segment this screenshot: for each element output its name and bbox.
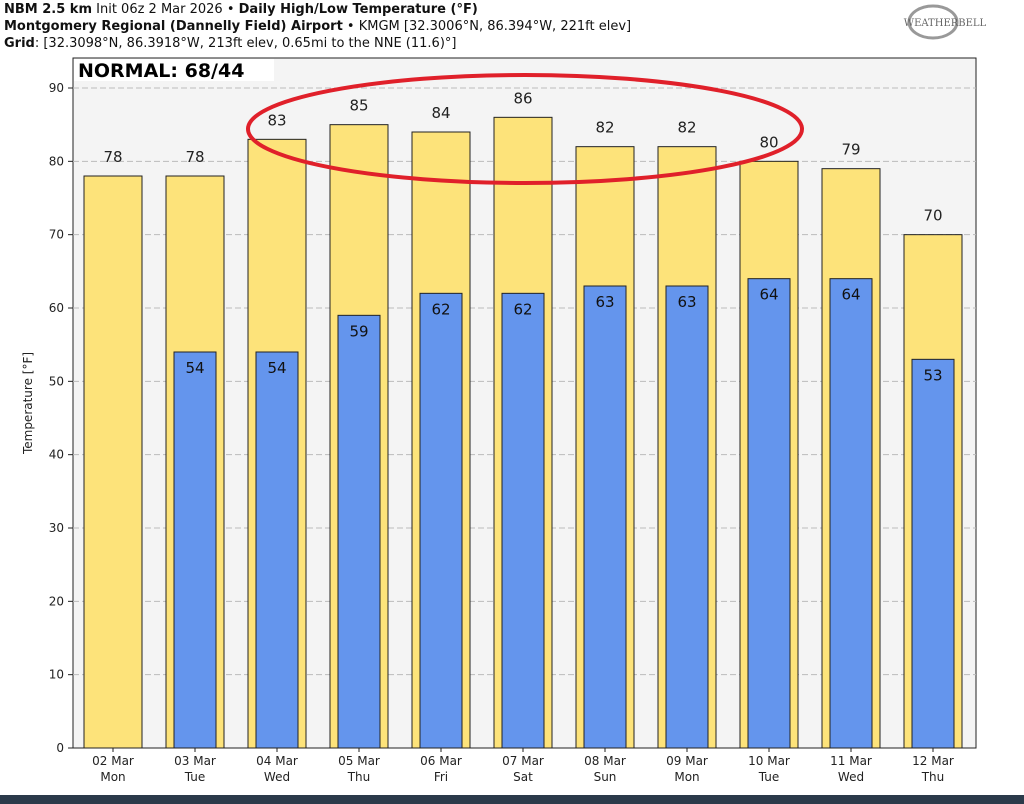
y-tick-label: 40 <box>49 448 64 462</box>
x-tick-label-date: 04 Mar <box>256 754 298 768</box>
x-tick-label-date: 07 Mar <box>502 754 544 768</box>
x-tick-label-date: 10 Mar <box>748 754 790 768</box>
high-label: 80 <box>759 133 778 151</box>
x-tick-label-day: Sun <box>594 770 617 784</box>
low-label: 63 <box>595 293 614 311</box>
x-tick-label-date: 09 Mar <box>666 754 708 768</box>
x-tick-label-day: Wed <box>838 770 864 784</box>
high-bar <box>83 175 143 749</box>
y-tick-label: 90 <box>49 81 64 95</box>
x-tick-label-date: 06 Mar <box>420 754 462 768</box>
y-tick-label: 20 <box>49 594 64 608</box>
y-tick-label: 60 <box>49 301 64 315</box>
low-bar <box>419 292 463 749</box>
low-bar <box>665 285 709 749</box>
high-label: 82 <box>677 119 696 137</box>
x-tick-label-day: Wed <box>264 770 290 784</box>
x-tick-label-day: Fri <box>434 770 448 784</box>
high-label: 70 <box>923 207 942 225</box>
low-bar <box>173 351 217 749</box>
low-label: 53 <box>923 366 942 384</box>
low-bar <box>583 285 627 749</box>
y-tick-label: 70 <box>49 228 64 242</box>
x-tick-label-date: 11 Mar <box>830 754 872 768</box>
low-label: 54 <box>185 359 204 377</box>
low-label: 64 <box>841 286 860 304</box>
high-label: 85 <box>349 97 368 115</box>
x-tick-label-day: Thu <box>921 770 945 784</box>
low-bar <box>829 278 873 749</box>
y-tick-label: 50 <box>49 374 64 388</box>
x-tick-label-date: 05 Mar <box>338 754 380 768</box>
low-label: 64 <box>759 286 778 304</box>
x-tick-label-date: 12 Mar <box>912 754 954 768</box>
low-bar <box>911 358 955 749</box>
x-tick-label-date: 03 Mar <box>174 754 216 768</box>
header-line-3: Grid: [32.3098°N, 86.3918°W, 213ft elev,… <box>4 36 457 51</box>
low-label: 62 <box>431 300 450 318</box>
y-tick-label: 0 <box>56 741 64 755</box>
y-axis-label: Temperature [°F] <box>21 352 35 455</box>
svg-text:WEATHERBELL: WEATHERBELL <box>904 18 987 29</box>
low-label: 54 <box>267 359 286 377</box>
high-label: 83 <box>267 111 286 129</box>
x-tick-label-date: 02 Mar <box>92 754 134 768</box>
y-tick-label: 30 <box>49 521 64 535</box>
low-label: 62 <box>513 300 532 318</box>
low-bar <box>747 278 791 749</box>
header-line-2: Montgomery Regional (Dannelly Field) Air… <box>4 19 632 34</box>
y-tick-label: 10 <box>49 668 64 682</box>
high-label: 78 <box>185 148 204 166</box>
low-label: 63 <box>677 293 696 311</box>
high-label: 84 <box>431 104 450 122</box>
high-label: 82 <box>595 119 614 137</box>
low-bar <box>501 292 545 749</box>
x-tick-label-day: Mon <box>674 770 699 784</box>
normal-annotation: NORMAL: 68/44 <box>78 60 244 82</box>
highlight-ellipse <box>246 73 804 185</box>
high-label: 78 <box>103 148 122 166</box>
low-label: 59 <box>349 322 368 340</box>
bottom-bar <box>0 795 1024 804</box>
y-tick-label: 80 <box>49 154 64 168</box>
x-tick-label-day: Mon <box>100 770 125 784</box>
annotation-bg <box>74 59 274 81</box>
x-tick-label-day: Tue <box>758 770 780 784</box>
high-label: 86 <box>513 89 532 107</box>
x-tick-label-date: 08 Mar <box>584 754 626 768</box>
x-tick-label-day: Thu <box>347 770 371 784</box>
header-line-1: NBM 2.5 km Init 06z 2 Mar 2026 • Daily H… <box>4 2 478 17</box>
low-bar <box>337 314 381 749</box>
x-tick-label-day: Sat <box>513 770 533 784</box>
high-label: 79 <box>841 141 860 159</box>
weatherbell-logo: WEATHERBELL <box>904 4 987 40</box>
low-bar <box>255 351 299 749</box>
x-tick-label-day: Tue <box>184 770 206 784</box>
